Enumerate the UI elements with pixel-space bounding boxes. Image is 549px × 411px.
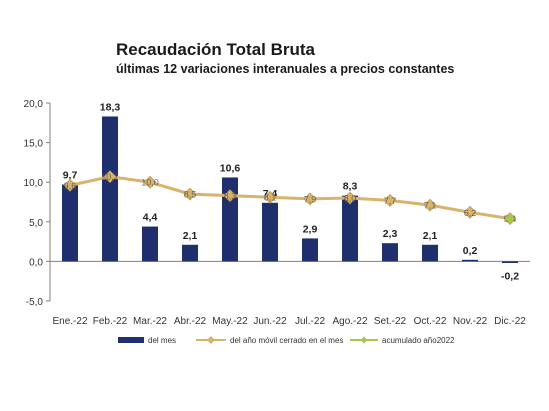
- x-tick-label: Dic.-22: [494, 316, 526, 327]
- bar: [262, 202, 278, 262]
- line-value-label: 8,1: [264, 193, 277, 203]
- line-value-label: 8,3: [224, 191, 237, 201]
- line-point: [383, 193, 397, 207]
- line-value-label: 8,5: [184, 190, 197, 200]
- x-tick-label: Abr.-22: [174, 316, 207, 327]
- line-point: [263, 190, 277, 204]
- chart-subtitle: últimas 12 variaciones interanuales a pr…: [116, 62, 455, 76]
- line-value-label: 8,0: [344, 194, 357, 204]
- line-value-label: 10,7: [101, 172, 119, 182]
- x-tick-label: Ago.-22: [332, 316, 367, 327]
- bar: [382, 243, 398, 262]
- legend-marker-accumulated: [360, 336, 368, 344]
- x-tick-label: Nov.-22: [453, 316, 488, 327]
- legend-swatch-bars: [118, 337, 144, 343]
- accumulated-point: [505, 213, 515, 224]
- y-tick-label: 5,0: [29, 218, 43, 229]
- x-tick-label: Set.-22: [374, 316, 407, 327]
- x-tick-label: May.-22: [212, 316, 248, 327]
- line-value-label: 7,1: [424, 201, 437, 211]
- line-point: [343, 191, 357, 205]
- bar-value-label: 10,6: [220, 162, 241, 174]
- line-value-label: 7,7: [384, 196, 397, 206]
- bar-value-label: 2,1: [423, 230, 438, 242]
- legend-label-line: del año móvil cerrado en el mes: [230, 336, 343, 345]
- bar-value-label: 2,3: [383, 228, 398, 240]
- line-value-label: 9,6: [64, 181, 77, 191]
- bar: [222, 177, 238, 262]
- line-point: [143, 175, 157, 189]
- x-tick-label: Jul.-22: [295, 316, 325, 327]
- x-tick-label: Feb.-22: [93, 316, 128, 327]
- bar: [182, 244, 198, 262]
- bar: [502, 261, 518, 263]
- x-tick-label: Mar.-22: [133, 316, 167, 327]
- legend-marker-line: [207, 336, 215, 344]
- bar-value-label: 2,9: [303, 223, 318, 235]
- line-point: [103, 170, 117, 184]
- line-value-label: 6,2: [464, 208, 477, 218]
- line-point: [463, 205, 477, 219]
- bar-value-label: 8,3: [343, 181, 358, 193]
- bar-value-label: -0,2: [501, 270, 519, 282]
- x-tick-label: Oct.-22: [414, 316, 447, 327]
- line-point: [303, 192, 317, 206]
- legend-label-bars: del mes: [148, 336, 176, 345]
- x-tick-label: Ene.-22: [52, 316, 87, 327]
- bar: [102, 116, 118, 262]
- bar-value-label: 18,3: [100, 101, 121, 113]
- line-value-label: 10,0: [141, 178, 159, 188]
- line-point: [183, 187, 197, 201]
- bar: [302, 238, 318, 262]
- line-point: [423, 198, 437, 212]
- bar: [142, 226, 158, 262]
- bar: [62, 184, 78, 262]
- y-tick-label: 0,0: [29, 257, 43, 268]
- legend-label-accumulated: acumulado año2022: [382, 336, 455, 345]
- bar-value-label: 9,7: [63, 170, 78, 182]
- y-tick-label: 20,0: [24, 99, 44, 110]
- chart-title: Recaudación Total Bruta: [116, 40, 315, 59]
- bar-value-label: 4,4: [143, 212, 158, 224]
- bar: [462, 259, 478, 262]
- x-tick-label: Jun.-22: [253, 316, 287, 327]
- line-series: [69, 175, 511, 221]
- y-tick-label: 10,0: [24, 178, 44, 189]
- y-tick-label: -5,0: [26, 297, 44, 308]
- bar: [422, 244, 438, 262]
- line-point: [223, 189, 237, 203]
- y-tick-label: 15,0: [24, 139, 44, 150]
- bar: [342, 195, 358, 262]
- bar-value-label: 2,1: [183, 230, 198, 242]
- line-point: [63, 178, 77, 192]
- line-value-label: 7,9: [304, 194, 317, 204]
- bar-value-label: 0,2: [463, 245, 478, 257]
